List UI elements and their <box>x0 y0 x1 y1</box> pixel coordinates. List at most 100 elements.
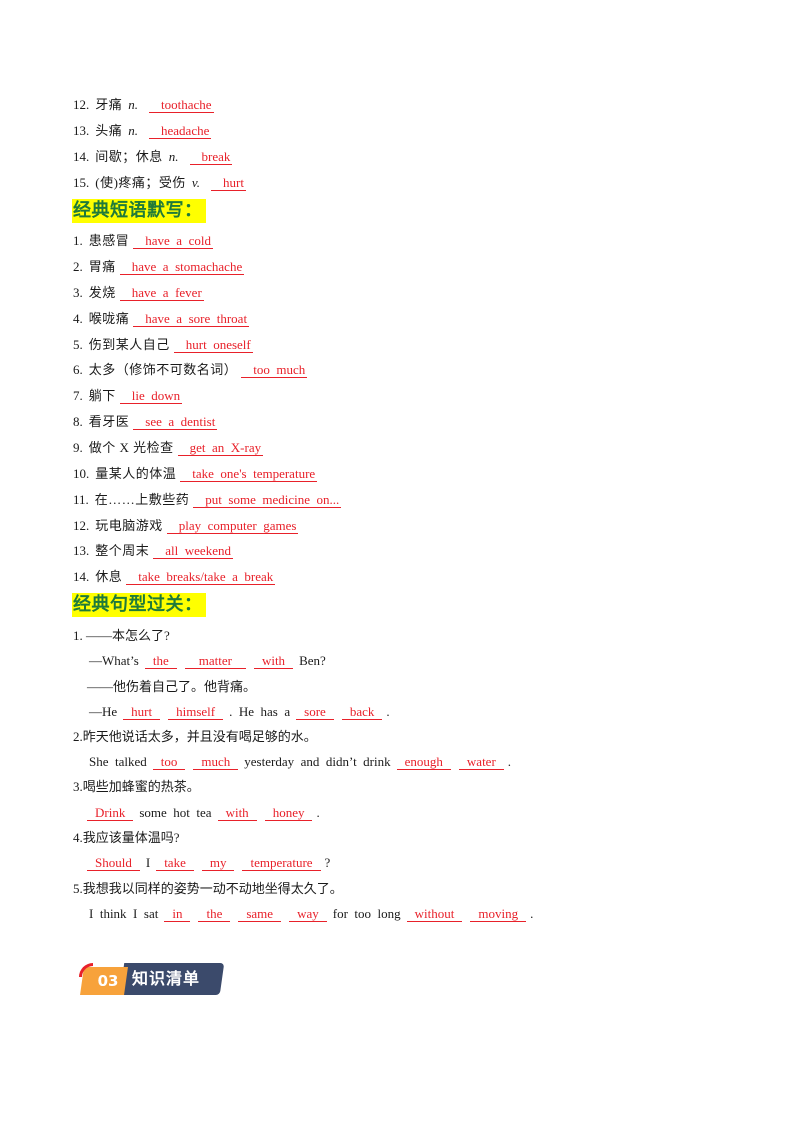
answer-blank: sore <box>296 705 334 720</box>
phrase-item: 13. 整个周末 all weekend <box>73 542 237 560</box>
chinese-term: 太多（修饰不可数名词） <box>88 362 238 377</box>
answer-blank: temperature <box>242 856 321 871</box>
answer-blank: same <box>238 907 282 922</box>
answer-blank: enough <box>396 755 451 770</box>
chinese-term: (使)疼痛；受伤 <box>95 175 186 190</box>
sentence-2-english: She talked too much yesterday and didn’t dr… <box>87 753 511 771</box>
sentence-text: . <box>530 906 534 921</box>
chinese-term: 患感冒 <box>88 233 130 248</box>
phrase-item: 7. 躺下 lie down <box>73 387 186 405</box>
answer-blank: moving <box>470 907 527 922</box>
answer-blank: take breaks/take a break <box>126 570 276 585</box>
sentence-text: yesterday and didn’t drink <box>244 754 391 769</box>
vocab-item: 15. (使)疼痛；受伤 v. hurt <box>73 174 250 192</box>
answer-blank: have a stomachache <box>119 260 245 275</box>
item-number: 13. <box>73 123 90 138</box>
chinese-term: 伤到某人自己 <box>88 337 170 352</box>
item-number: 6. <box>73 362 83 377</box>
answer-blank: see a dentist <box>133 415 218 430</box>
answer-blank: himself <box>168 705 224 720</box>
sentence-3-english: Drink some hot tea with honey. <box>87 804 320 822</box>
phrase-item: 6. 太多（修饰不可数名词） too much <box>73 361 311 379</box>
chinese-term: 看牙医 <box>88 414 130 429</box>
answer-blank: back <box>341 705 383 720</box>
answer-blank: way <box>289 907 327 922</box>
item-number: 4. <box>73 311 83 326</box>
chinese-term: 休息 <box>95 569 123 584</box>
answer-blank: break <box>189 150 233 165</box>
section-badge: 03 知识清单 <box>79 963 225 995</box>
sentence-text: I <box>145 855 151 870</box>
vocab-item: 12. 牙痛 n. toothache <box>73 96 218 114</box>
sentence-5-english: I think I sat in the same way for too long wit… <box>87 905 533 923</box>
item-number: 10. <box>73 466 90 481</box>
part-of-speech: v. <box>191 175 200 190</box>
sentence-text: some hot tea <box>139 805 212 820</box>
answer-blank: hurt <box>210 176 246 191</box>
sentence-text: —He <box>89 704 118 719</box>
part-of-speech: n. <box>128 123 139 138</box>
answer-blank: play computer games <box>166 519 299 534</box>
sentence-5-chinese: 5.我想我以同样的姿势一动不动地坐得太久了。 <box>73 881 343 896</box>
answer-blank: Drink <box>87 806 134 821</box>
chinese-term: 在……上敷些药 <box>94 492 190 507</box>
sentence-1-english-a: —What’s the matter with Ben? <box>87 652 328 670</box>
answer-blank: take <box>156 856 194 871</box>
sentence-1-english-b: —He hurt himself . He has a sore back. <box>87 703 390 721</box>
sentence-1-chinese: 1. ——本怎么了? <box>73 628 170 643</box>
item-number: 13. <box>73 543 90 558</box>
answer-blank: toothache <box>149 98 214 113</box>
answer-blank: all weekend <box>153 544 233 559</box>
chinese-term: 胃痛 <box>88 259 116 274</box>
vocab-item: 13. 头痛 n. headache <box>73 122 215 140</box>
answer-blank: Should <box>87 856 140 871</box>
item-number: 15. <box>73 175 90 190</box>
answer-blank: matter <box>184 654 246 669</box>
item-number: 2. <box>73 259 83 274</box>
part-of-speech: n. <box>168 149 179 164</box>
chinese-term: 间歇；休息 <box>95 149 163 164</box>
sentence-2-chinese: 2.昨天他说话太多，并且没有喝足够的水。 <box>73 729 317 744</box>
badge-title: 知识清单 <box>132 969 201 988</box>
item-number: 9. <box>73 440 83 455</box>
phrase-item: 9. 做个 X 光检查 get an X-ray <box>73 439 267 457</box>
sentence-3-chinese: 3.喝些加蜂蜜的热茶。 <box>73 779 200 794</box>
item-number: 12. <box>73 97 90 112</box>
phrase-item: 3. 发烧 have a fever <box>73 284 208 302</box>
answer-blank: with <box>217 806 257 821</box>
phrase-item: 5. 伤到某人自己 hurt oneself <box>73 336 257 354</box>
answer-blank: take one's temperature <box>180 467 318 482</box>
sentence-1-chinese-b: ——他伤着自己了。他背痛。 <box>87 679 257 694</box>
chinese-term: 量某人的体温 <box>95 466 177 481</box>
answer-blank: the <box>198 907 231 922</box>
phrase-item: 1. 患感冒 have a cold <box>73 232 217 250</box>
answer-blank: headache <box>149 124 212 139</box>
answer-blank: have a sore throat <box>133 312 250 327</box>
chinese-term: 整个周末 <box>95 543 150 558</box>
sentence-text: . <box>386 704 390 719</box>
answer-blank: hurt oneself <box>173 338 253 353</box>
sentence-text: —What’s <box>89 653 139 668</box>
part-of-speech: n. <box>128 97 139 112</box>
item-number: 14. <box>73 149 90 164</box>
answer-blank: the <box>144 654 177 669</box>
chinese-term: 喉咙痛 <box>88 311 130 326</box>
item-number: 5. <box>73 337 83 352</box>
item-number: 8. <box>73 414 83 429</box>
phrase-item: 10. 量某人的体温 take one's temperature <box>73 465 321 483</box>
answer-blank: have a cold <box>133 234 213 249</box>
answer-blank: my <box>201 856 235 871</box>
phrase-item: 2. 胃痛 have a stomachache <box>73 258 248 276</box>
phrase-item: 14. 休息 take breaks/take a break <box>73 568 279 586</box>
vocab-item: 14. 间歇；休息 n. break <box>73 148 236 166</box>
sentence-text: . <box>316 805 320 820</box>
answer-blank: too much <box>241 363 308 378</box>
answer-blank: have a fever <box>119 286 204 301</box>
sentence-text: for too long <box>332 906 401 921</box>
sentence-text: . <box>507 754 512 769</box>
item-number: 11. <box>73 492 89 507</box>
sentence-text: . He has a <box>229 704 291 719</box>
answer-blank: with <box>253 654 294 669</box>
